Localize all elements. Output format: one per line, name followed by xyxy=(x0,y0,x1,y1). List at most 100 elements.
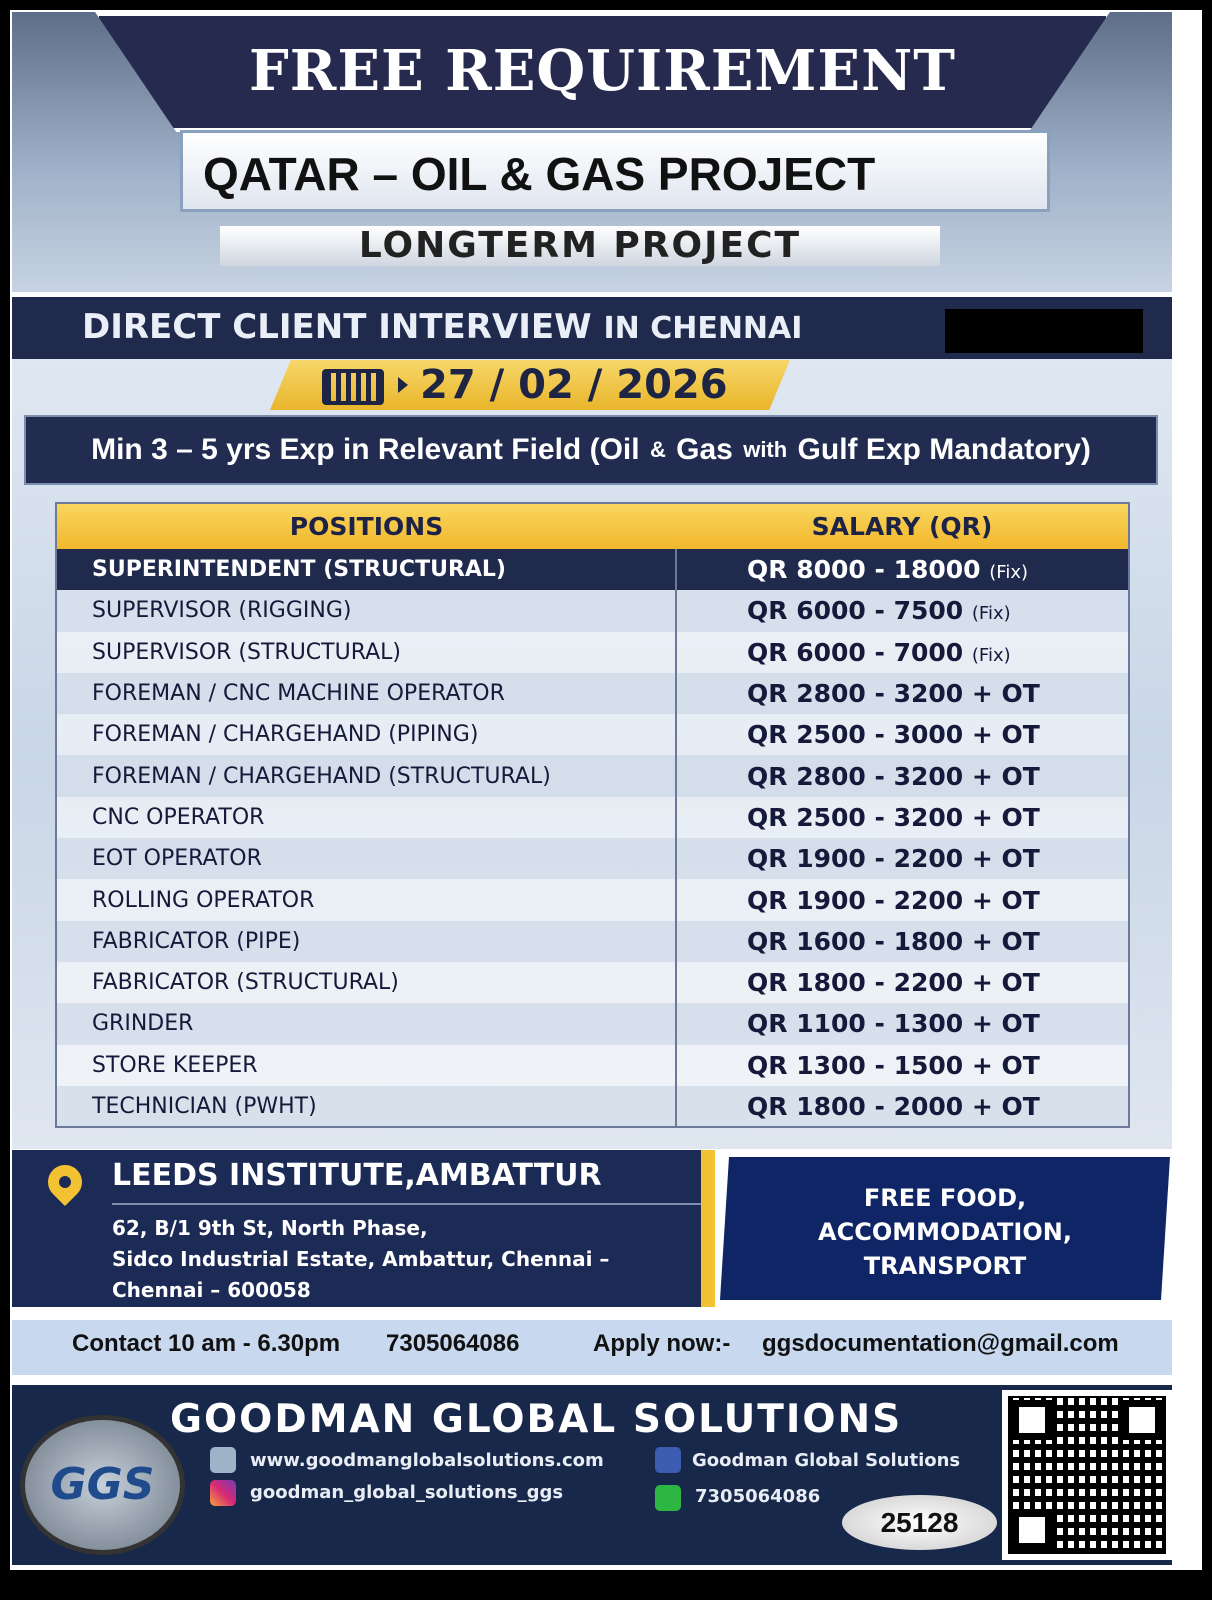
salary-note: (Fix) xyxy=(989,562,1029,584)
arrow-icon xyxy=(398,377,408,393)
venue-block: LEEDS INSTITUTE,AMBATTUR 62, B/1 9th St,… xyxy=(12,1150,715,1307)
salary-range: QR 6000 - 7500 xyxy=(747,596,964,626)
salary-cell: QR 8000 - 18000 (Fix) xyxy=(675,549,1129,591)
table-row: EOT OPERATOR QR 1900 - 2200 + OT xyxy=(56,838,1129,880)
reference-number: 25128 xyxy=(842,1495,997,1550)
table-row: CNC OPERATOR QR 2500 - 3200 + OT xyxy=(56,796,1129,839)
position-cell: SUPERVISOR (RIGGING) xyxy=(56,590,676,632)
table-row: FABRICATOR (STRUCTURAL) QR 1800 - 2200 + … xyxy=(56,961,1129,1004)
table-row: ROLLING OPERATOR QR 1900 - 2200 + OT xyxy=(56,879,1129,921)
position-cell: ROLLING OPERATOR xyxy=(92,887,315,913)
salary-cell: QR 2800 - 3200 + OT xyxy=(675,755,1129,797)
company-name: GOODMAN GLOBAL SOLUTIONS xyxy=(170,1397,903,1442)
salary-note: (Fix) xyxy=(971,644,1011,666)
salary-cell: QR 1600 - 1800 + OT xyxy=(675,920,1129,962)
position-cell: SUPERVISOR (STRUCTURAL) xyxy=(92,639,401,665)
benefits-box: FREE FOOD, ACCOMMODATION, TRANSPORT xyxy=(720,1157,1170,1300)
benefit-food: FREE FOOD, xyxy=(863,1184,1027,1212)
salary-range: QR 2500 - 3200 + OT xyxy=(747,802,1040,832)
position-cell: FOREMAN / CNC MACHINE OPERATOR xyxy=(56,672,676,715)
table-row: FOREMAN / CHARGEHAND (STRUCTURAL) QR 2800… xyxy=(56,755,1129,797)
table-row: FOREMAN / CNC MACHINE OPERATOR QR 2800 - … xyxy=(56,672,1129,715)
salary-cell: QR 1900 - 2200 + OT xyxy=(675,879,1129,921)
salary-range: QR 2800 - 3200 + OT xyxy=(747,679,1040,709)
qr-code[interactable] xyxy=(1002,1390,1172,1560)
salary-cell: QR 6000 - 7500 (Fix) xyxy=(675,590,1129,632)
calendar-icon xyxy=(322,369,384,405)
contact-bar: Contact 10 am - 6.30pm 7305064086 Apply … xyxy=(12,1320,1172,1375)
website-link[interactable]: www.goodmanglobalsolutions.com xyxy=(250,1450,604,1471)
position-cell: FABRICATOR (STRUCTURAL) xyxy=(92,970,399,996)
positions-table: POSITIONS SALARY (QR) SUPERINTENDENT (STR… xyxy=(55,502,1130,1129)
salary-range: QR 1900 - 2200 + OT xyxy=(747,885,1040,915)
position-cell: SUPERINTENDENT (STRUCTURAL) xyxy=(56,549,676,591)
position-cell: FOREMAN / CHARGEHAND (PIPING) xyxy=(92,722,479,748)
instagram-link[interactable]: goodman_global_solutions_ggs xyxy=(250,1482,564,1503)
company-logo: GGS xyxy=(20,1415,185,1555)
salary-range: QR 1800 - 2000 + OT xyxy=(747,1091,1040,1121)
project-title: QATAR – OIL & GAS PROJECT xyxy=(180,130,1050,212)
table-row: GRINDER QR 1100 - 1300 + OT xyxy=(56,1003,1129,1045)
benefit-transport: TRANSPORT xyxy=(863,1252,1027,1280)
table-row: FOREMAN / CHARGEHAND (PIPING) QR 2500 - 3… xyxy=(56,714,1129,756)
facebook-link[interactable]: Goodman Global Solutions xyxy=(692,1450,961,1471)
salary-range: QR 8000 - 18000 xyxy=(747,555,981,585)
salary-cell: QR 2500 - 3200 + OT xyxy=(675,796,1129,839)
globe-icon xyxy=(210,1447,236,1473)
salary-cell: QR 1300 - 1500 + OT xyxy=(675,1044,1129,1086)
interview-location: IN CHENNAI xyxy=(603,311,803,346)
venue-line2: Sidco Industrial Estate, Ambattur, Chenn… xyxy=(112,1247,610,1271)
position-cell: TECHNICIAN (PWHT) xyxy=(56,1085,676,1128)
salary-range: QR 2500 - 3000 + OT xyxy=(747,720,1040,750)
req-with: with xyxy=(743,437,788,462)
req-text: Min 3 – 5 yrs Exp in Relevant Field (Oil xyxy=(91,433,648,466)
position-cell: STORE KEEPER xyxy=(92,1052,258,1078)
position-cell: FOREMAN / CHARGEHAND (STRUCTURAL) xyxy=(56,755,676,797)
table-row: FABRICATOR (PIPE) QR 1600 - 1800 + OT xyxy=(56,920,1129,962)
req-amp: & xyxy=(649,437,666,462)
project-duration: LONGTERM PROJECT xyxy=(220,226,940,266)
page-title: FREE REQUIREMENT xyxy=(249,38,956,104)
venue-line1: 62, B/1 9th St, North Phase, xyxy=(112,1216,428,1240)
req-rest: Gulf Exp Mandatory) xyxy=(789,433,1091,466)
salary-cell: QR 6000 - 7000 (Fix) xyxy=(675,631,1129,673)
title-banner xyxy=(95,12,1110,132)
whatsapp-number[interactable]: 7305064086 xyxy=(695,1486,821,1507)
redaction-box xyxy=(945,309,1143,353)
salary-cell: QR 2800 - 3200 + OT xyxy=(675,672,1129,715)
position-cell: FABRICATOR (PIPE) xyxy=(56,920,676,962)
salary-cell: QR 1800 - 2200 + OT xyxy=(675,961,1129,1004)
facebook-icon xyxy=(655,1447,681,1473)
table-row: STORE KEEPER QR 1300 - 1500 + OT xyxy=(56,1044,1129,1086)
instagram-icon xyxy=(210,1480,236,1506)
salary-note: (Fix) xyxy=(971,603,1011,625)
salary-cell: QR 2500 - 3000 + OT xyxy=(675,714,1129,756)
benefit-accommodation: ACCOMMODATION, xyxy=(818,1218,1072,1246)
contact-phone[interactable]: 7305064086 xyxy=(386,1330,520,1357)
salary-cell: QR 1800 - 2000 + OT xyxy=(675,1085,1129,1128)
salary-range: QR 1100 - 1300 + OT xyxy=(747,1009,1040,1039)
contact-email[interactable]: ggsdocumentation@gmail.com xyxy=(762,1330,1119,1357)
salary-range: QR 1900 - 2200 + OT xyxy=(747,844,1040,874)
table-row: SUPERVISOR (RIGGING) QR 6000 - 7500 (Fix) xyxy=(56,590,1129,632)
header-positions: POSITIONS xyxy=(56,503,676,549)
salary-cell: QR 1100 - 1300 + OT xyxy=(675,1003,1129,1045)
header-salary: SALARY (QR) xyxy=(676,503,1129,549)
venue-name: LEEDS INSTITUTE,AMBATTUR xyxy=(112,1158,701,1205)
position-cell: GRINDER xyxy=(56,1003,676,1045)
interview-label: DIRECT CLIENT INTERVIEW xyxy=(82,307,592,347)
salary-range: QR 1600 - 1800 + OT xyxy=(747,926,1040,956)
contact-hours: Contact 10 am - 6.30pm xyxy=(72,1330,341,1357)
position-cell: CNC OPERATOR xyxy=(92,804,265,830)
apply-label: Apply now:- xyxy=(593,1330,731,1357)
table-row: SUPERVISOR (STRUCTURAL) QR 6000 - 7000 (F… xyxy=(56,631,1129,673)
venue-line3: Chennai – 600058 xyxy=(112,1278,311,1302)
salary-range: QR 2800 - 3200 + OT xyxy=(747,761,1040,791)
salary-range: QR 6000 - 7000 xyxy=(747,637,964,667)
whatsapp-icon xyxy=(655,1485,681,1511)
req-gas: Gas xyxy=(667,433,742,466)
table-row: TECHNICIAN (PWHT) QR 1800 - 2000 + OT xyxy=(56,1085,1129,1128)
table-row: SUPERINTENDENT (STRUCTURAL) QR 8000 - 180… xyxy=(56,549,1129,591)
salary-range: QR 1800 - 2200 + OT xyxy=(747,968,1040,998)
position-cell: EOT OPERATOR xyxy=(56,838,676,880)
